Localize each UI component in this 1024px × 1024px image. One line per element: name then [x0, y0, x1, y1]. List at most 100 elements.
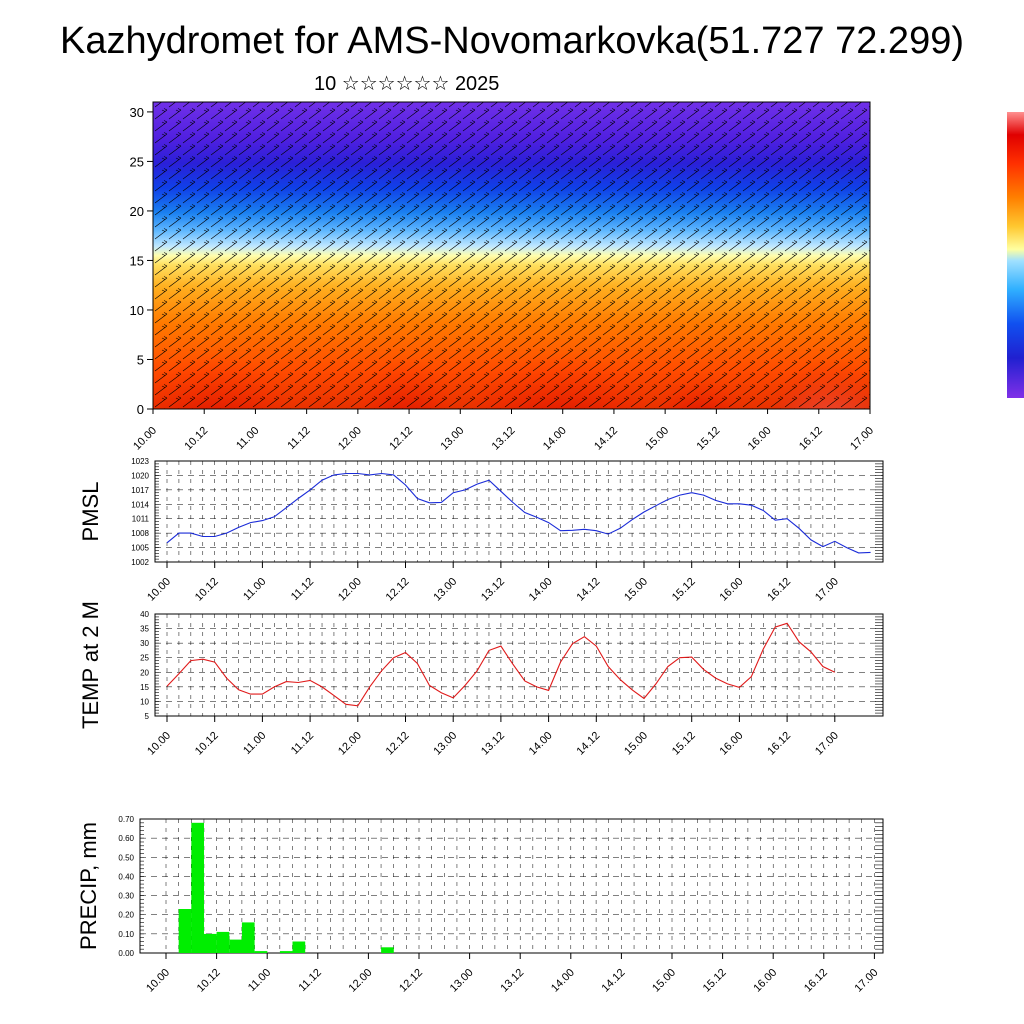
x-tick-label: 14.12 — [574, 730, 602, 758]
x-tick-label: 13.00 — [438, 425, 466, 453]
precip-bar — [178, 909, 192, 953]
y-tick-label: 0.70 — [118, 815, 134, 824]
y-tick-label: 40 — [140, 610, 149, 619]
x-tick-label: 10.00 — [144, 967, 172, 995]
y-tick-label: 35 — [140, 625, 149, 634]
y-tick-label: 0.00 — [118, 949, 134, 958]
y-tick-label: 1023 — [131, 457, 149, 466]
y-tick-label: 30 — [140, 639, 149, 648]
x-tick-label: 14.00 — [541, 425, 569, 453]
x-tick-label: 15.00 — [622, 730, 650, 758]
x-tick-label: 16.00 — [718, 730, 746, 758]
x-tick-label: 14.00 — [527, 576, 555, 604]
x-tick-label: 12.00 — [347, 967, 375, 995]
x-tick-label: 12.00 — [336, 576, 364, 604]
y-tick-label: 0.10 — [118, 930, 134, 939]
x-tick-label: 12.12 — [397, 967, 425, 995]
temp-chart: 5 10 15 20 25 30 35 40 10.00 10.12 11.00 11.12 12.00… — [78, 601, 884, 758]
panel-frame — [154, 613, 884, 717]
page-title: Kazhydromet for AMS-Novomarkovka(51.727 … — [60, 20, 964, 62]
x-tick-label: 16.00 — [746, 425, 774, 453]
precip-bar — [203, 933, 217, 953]
y-tick-label: 20 — [140, 668, 149, 677]
y-tick-label: 1008 — [131, 529, 149, 538]
pmsl-chart: 1002 1005 1008 1011 1014 1017 1020 1023 10.00 10.… — [78, 457, 884, 604]
cross-section-panel — [152, 101, 871, 410]
y-tick-label: 25 — [140, 654, 149, 663]
panel-frame — [139, 818, 884, 954]
precip-bar — [254, 951, 268, 953]
x-tick-label: 16.00 — [718, 576, 746, 604]
x-tick-label: 10.00 — [131, 425, 159, 453]
x-tick-label: 10.12 — [193, 576, 221, 604]
precip-chart: 0.00 0.10 0.20 0.30 0.40 0.50 0.60 0.70 10.00 10.… — [76, 815, 884, 995]
x-tick-label: 15.12 — [695, 425, 723, 453]
y-tick-label: 1005 — [131, 544, 149, 553]
precip-bar — [279, 951, 293, 953]
x-tick-label: 14.00 — [549, 967, 577, 995]
page-subtitle: 10 ☆☆☆☆☆☆ 2025 — [314, 73, 500, 95]
x-tick-label: 15.12 — [670, 730, 698, 758]
temp-series-line — [166, 622, 836, 707]
x-tick-label: 13.00 — [448, 967, 476, 995]
y-tick-label: 1020 — [131, 471, 149, 480]
x-tick-label: 10.00 — [145, 730, 173, 758]
y-tick-label: 0.60 — [118, 834, 134, 843]
precip-bar — [381, 947, 394, 953]
x-tick-label: 16.12 — [802, 967, 830, 995]
y-tick-label: 1011 — [132, 515, 150, 524]
x-tick-label: 17.00 — [853, 967, 881, 995]
x-tick-label: 15.12 — [701, 967, 729, 995]
x-tick-label: 11.00 — [234, 425, 261, 452]
precip-bar — [241, 922, 255, 953]
y-tick-label: 1014 — [131, 500, 149, 509]
x-tick-label: 16.00 — [751, 967, 779, 995]
y-tick-label: 0.40 — [118, 872, 134, 881]
x-tick-label: 16.12 — [765, 730, 793, 758]
x-tick-label: 11.12 — [289, 576, 316, 603]
x-tick-label: 16.12 — [765, 576, 793, 604]
y-tick-label: 5 — [137, 352, 144, 367]
x-tick-label: 11.00 — [241, 730, 268, 757]
precip-bar — [292, 941, 306, 953]
precip-bar — [191, 822, 204, 953]
x-tick-label: 14.12 — [600, 967, 628, 995]
x-tick-label: 15.00 — [643, 425, 671, 453]
x-tick-label: 13.12 — [479, 730, 507, 758]
x-tick-label: 11.12 — [285, 425, 312, 452]
y-tick-label: 10 — [140, 697, 149, 706]
x-tick-label: 14.12 — [592, 425, 620, 453]
x-tick-label: 12.00 — [336, 730, 364, 758]
y-tick-label: 15 — [130, 253, 144, 268]
wind-barbs — [153, 102, 870, 409]
x-tick-label: 14.12 — [574, 576, 602, 604]
x-tick-label: 12.12 — [387, 425, 415, 453]
x-tick-label: 12.12 — [384, 730, 412, 758]
y-axis-label: PMSL — [78, 482, 103, 542]
x-tick-label: 12.12 — [384, 576, 412, 604]
x-tick-label: 11.00 — [246, 967, 273, 994]
y-tick-label: 30 — [130, 105, 144, 120]
x-tick-label: 15.00 — [622, 576, 650, 604]
x-tick-label: 10.12 — [182, 425, 210, 453]
x-tick-label: 17.00 — [848, 425, 876, 453]
x-tick-label: 10.00 — [145, 576, 173, 604]
y-axis-label: PRECIP, mm — [76, 822, 101, 950]
y-tick-label: 15 — [140, 683, 149, 692]
y-tick-label: 0.30 — [118, 892, 134, 901]
x-tick-label: 15.12 — [670, 576, 698, 604]
y-tick-label: 0.50 — [118, 853, 134, 862]
panel-frame — [154, 460, 884, 563]
x-tick-label: 11.00 — [241, 576, 268, 603]
x-tick-label: 13.00 — [431, 576, 459, 604]
x-tick-label: 17.00 — [813, 730, 841, 758]
x-tick-label: 16.12 — [797, 425, 825, 453]
x-tick-label: 13.00 — [431, 730, 459, 758]
y-tick-label: 20 — [130, 204, 144, 219]
x-tick-label: 13.12 — [490, 425, 518, 453]
x-tick-label: 13.12 — [479, 576, 507, 604]
x-tick-label: 14.00 — [527, 730, 555, 758]
x-tick-label: 10.12 — [193, 730, 221, 758]
precip-bar — [216, 931, 230, 953]
